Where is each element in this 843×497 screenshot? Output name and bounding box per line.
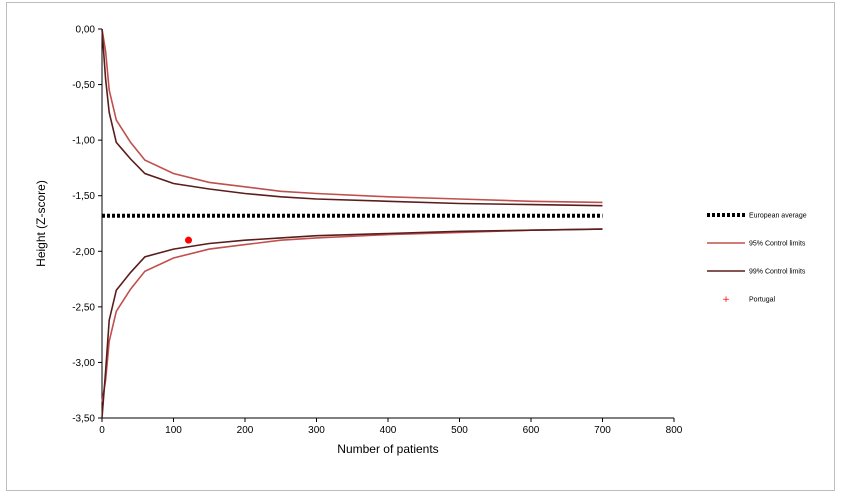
chart-frame: 0,00 -0,50 -1,00 -1,50 -2,00 -2,50 -3,00 -3,50 0… <box>6 2 835 491</box>
y-tick-label: 0,00 <box>76 25 96 36</box>
x-tick-label: 500 <box>451 425 468 436</box>
x-tick-label: 400 <box>380 425 397 436</box>
x-tick-label: 0 <box>99 425 105 436</box>
x-tick-label: 600 <box>523 425 540 436</box>
legend-label: 95% Control limits <box>749 241 806 248</box>
funnel-plot: 0,00 -0,50 -1,00 -1,50 -2,00 -2,50 -3,00 -3,50 0… <box>34 25 807 457</box>
legend-swatch-portugal: + <box>722 295 730 305</box>
y-axis-title: Height (Z-score) <box>34 180 48 267</box>
portugal-point <box>185 236 193 244</box>
control-limit-95-upper-line <box>101 28 603 204</box>
legend-label: Portugal <box>749 297 776 304</box>
y-tick-label: -2,00 <box>72 247 95 258</box>
x-axis-title: Number of patients <box>337 442 438 456</box>
legend-label: 99% Control limits <box>749 269 806 276</box>
x-tick-label: 300 <box>308 425 325 436</box>
x-tick-label: 100 <box>165 425 182 436</box>
x-tick-label: 700 <box>594 425 611 436</box>
y-tick-label: -0,50 <box>72 80 95 91</box>
x-tick-label: 800 <box>666 425 683 436</box>
y-tick-label: -1,50 <box>72 191 95 202</box>
legend-label: European average <box>749 213 807 220</box>
y-tick-label: -2,50 <box>72 302 95 313</box>
control-limit-99-lower-line <box>101 228 603 419</box>
y-tick-label: -1,00 <box>72 136 95 147</box>
control-limit-99-upper-line <box>101 28 603 207</box>
y-tick-label: -3,00 <box>72 358 95 369</box>
y-tick-label: -3,50 <box>72 414 95 425</box>
control-limit-95-lower-line <box>101 228 603 403</box>
x-tick-label: 200 <box>237 425 254 436</box>
